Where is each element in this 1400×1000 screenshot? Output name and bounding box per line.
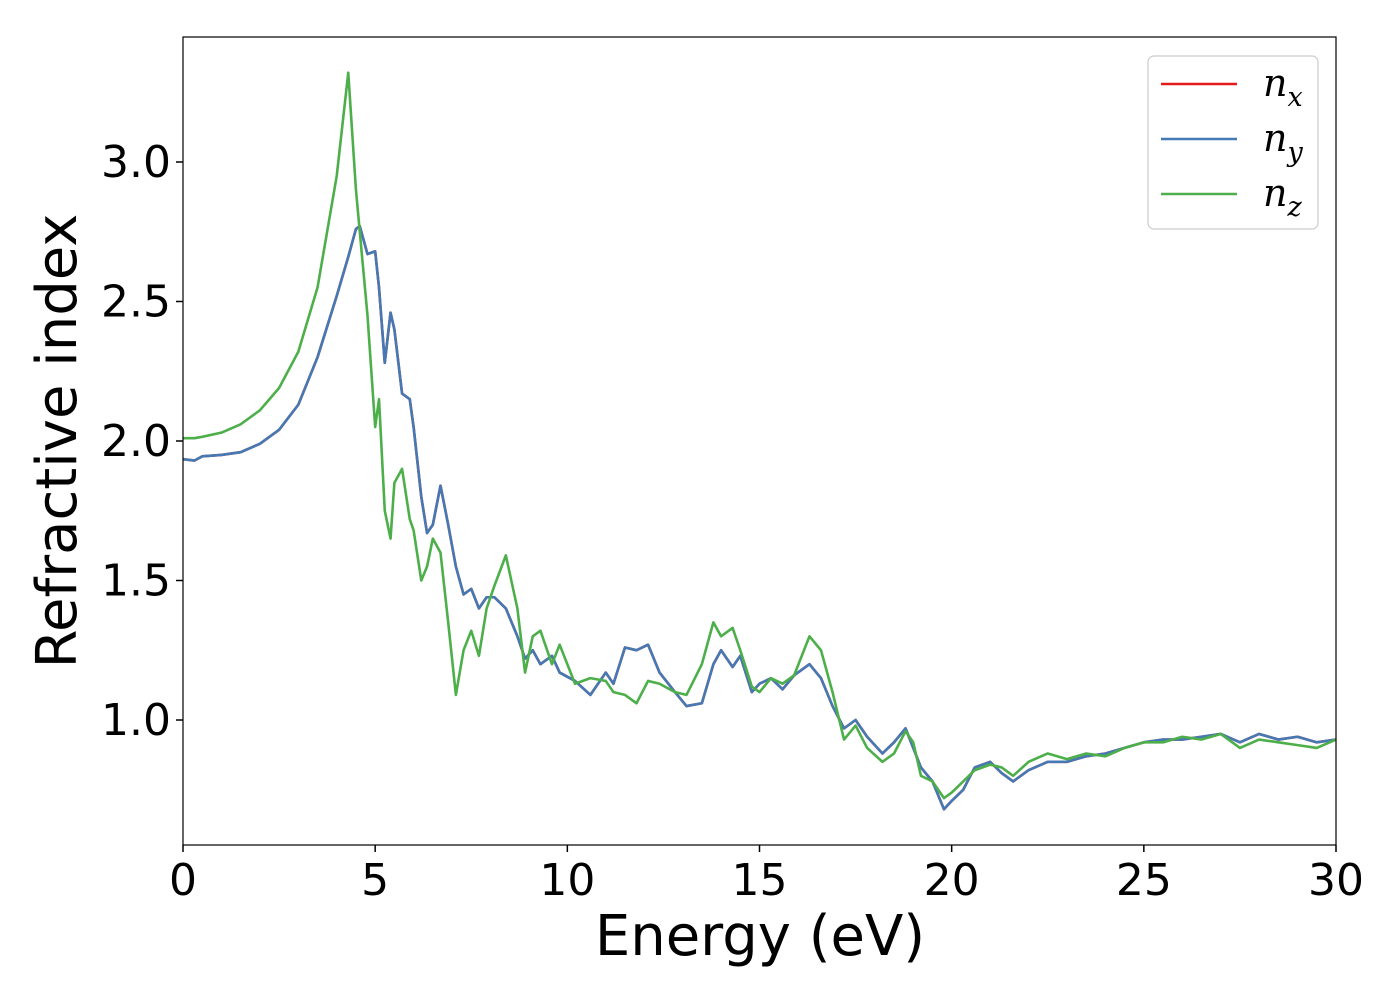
legend-subscript: x [1287, 82, 1302, 113]
series-line [183, 71, 1336, 800]
legend-name: n [1263, 61, 1287, 105]
y-tick-label: 1.0 [101, 695, 171, 746]
x-tick-label: 10 [539, 855, 595, 906]
x-tick-label: 5 [361, 855, 389, 906]
legend-label: ny [1263, 116, 1303, 168]
y-tick-label: 1.5 [101, 556, 171, 607]
x-tick-label: 0 [169, 855, 197, 906]
x-tick-label: 20 [924, 855, 980, 906]
y-axis-label: Refractive index [25, 214, 90, 669]
legend-label: nx [1263, 61, 1303, 113]
series-line [183, 224, 1336, 811]
x-tick-label: 15 [732, 855, 788, 906]
y-tick-label: 3.0 [101, 137, 171, 188]
legend-box [1147, 55, 1319, 230]
x-axis-label: Energy (eV) [595, 904, 925, 969]
y-tick-label: 2.0 [101, 416, 171, 467]
plot-frame [182, 36, 1337, 846]
y-tick-label: 2.5 [101, 276, 171, 327]
legend-name: n [1263, 116, 1287, 160]
x-tick-label: 30 [1308, 855, 1364, 906]
series-line [183, 224, 1336, 811]
x-tick-label: 25 [1116, 855, 1172, 906]
legend-subscript: y [1286, 137, 1303, 168]
legend-name: n [1263, 171, 1287, 215]
legend-label: nz [1263, 171, 1302, 223]
legend-subscript: z [1286, 192, 1302, 223]
